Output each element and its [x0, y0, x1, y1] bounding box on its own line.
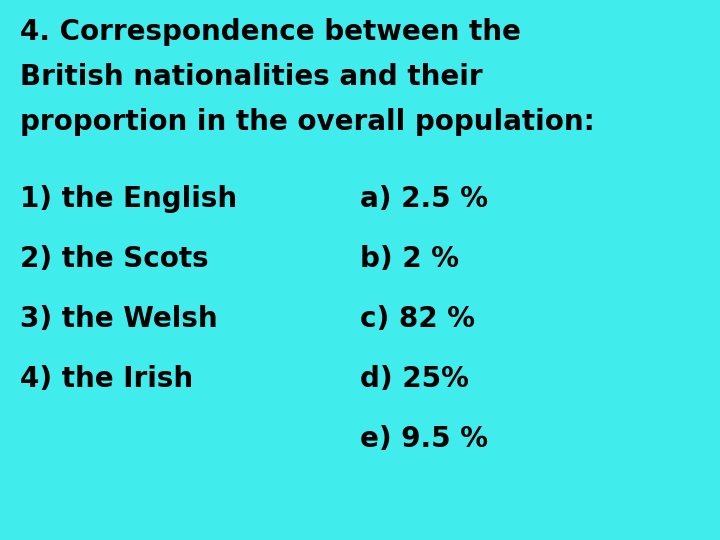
Text: a) 2.5 %: a) 2.5 %	[360, 185, 488, 213]
Text: 3) the Welsh: 3) the Welsh	[20, 305, 217, 333]
Text: 2) the Scots: 2) the Scots	[20, 245, 209, 273]
Text: British nationalities and their: British nationalities and their	[20, 63, 482, 91]
Text: b) 2 %: b) 2 %	[360, 245, 459, 273]
Text: c) 82 %: c) 82 %	[360, 305, 475, 333]
Text: e) 9.5 %: e) 9.5 %	[360, 425, 488, 453]
Text: 4. Correspondence between the: 4. Correspondence between the	[20, 18, 521, 46]
Text: 1) the English: 1) the English	[20, 185, 237, 213]
Text: proportion in the overall population:: proportion in the overall population:	[20, 108, 595, 136]
Text: 4) the Irish: 4) the Irish	[20, 365, 193, 393]
Text: d) 25%: d) 25%	[360, 365, 469, 393]
